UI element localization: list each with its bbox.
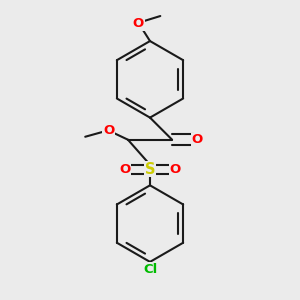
Text: O: O (119, 163, 130, 176)
Text: O: O (191, 133, 203, 146)
Text: O: O (103, 124, 114, 137)
Text: O: O (133, 17, 144, 30)
Text: Cl: Cl (143, 263, 157, 276)
Text: S: S (145, 162, 155, 177)
Text: O: O (169, 163, 181, 176)
